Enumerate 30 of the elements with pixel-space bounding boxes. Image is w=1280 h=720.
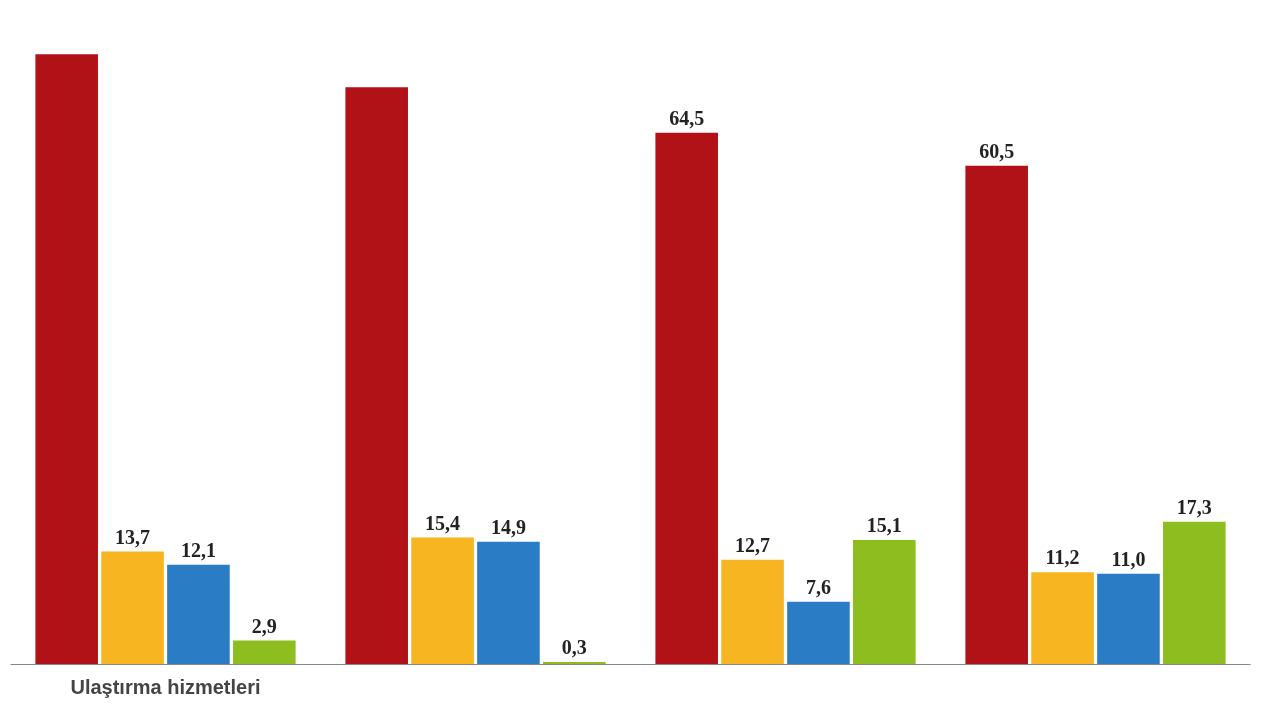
data-label: 12,7 — [735, 533, 771, 556]
bar — [655, 132, 718, 665]
data-label: 12,1 — [180, 538, 216, 561]
bar — [965, 165, 1028, 665]
data-label: 11,2 — [1045, 546, 1080, 569]
data-label: 11,0 — [1111, 547, 1146, 570]
data-label: 17,3 — [1176, 495, 1212, 518]
data-label: 15,4 — [425, 511, 461, 534]
data-label: 60,5 — [979, 139, 1015, 162]
bar — [411, 537, 474, 665]
data-label: 15,1 — [866, 513, 902, 536]
bar — [345, 87, 408, 665]
data-label: 7,6 — [805, 575, 831, 598]
data-label: 64,5 — [669, 106, 705, 129]
data-label: 14,9 — [490, 515, 526, 538]
bar — [167, 564, 230, 665]
x-tick-label: Ulaştırma hizmetleri — [70, 675, 261, 698]
bar — [721, 559, 784, 665]
bar — [101, 551, 164, 665]
bar — [1097, 573, 1160, 665]
bar — [787, 601, 850, 665]
bar — [853, 539, 916, 665]
data-label: 13,7 — [115, 525, 151, 548]
bar — [477, 541, 540, 665]
data-label: 2,9 — [251, 614, 277, 637]
bar — [1163, 521, 1226, 665]
bar — [35, 54, 98, 665]
bar — [1031, 572, 1094, 665]
data-label: 0,3 — [561, 636, 587, 659]
bar — [233, 640, 296, 665]
